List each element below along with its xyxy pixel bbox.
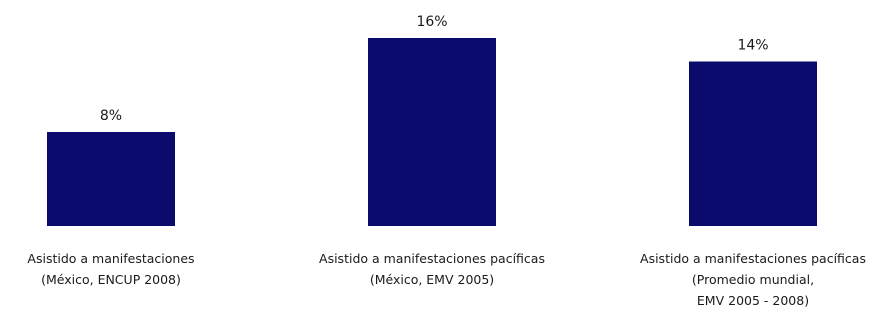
category-label-line: (Promedio mundial, [691,272,815,287]
category-label-line: (México, ENCUP 2008) [41,272,181,287]
bar-1 [47,132,175,226]
value-label-3: 14% [737,38,768,54]
value-label-1: 8% [100,108,122,124]
category-label-1: Asistido a manifestaciones (México, ENCUP… [0,248,256,290]
value-label-2: 16% [416,14,447,30]
category-label-3: Asistido a manifestaciones pacíficas (Pro… [608,248,893,311]
category-label-line: Asistido a manifestaciones pacíficas [319,251,545,266]
category-label-line: Asistido a manifestaciones pacíficas [640,251,866,266]
category-label-line: EMV 2005 - 2008) [696,293,810,308]
category-label-2: Asistido a manifestaciones pacíficas (Méx… [287,248,577,290]
category-label-line: Asistido a manifestaciones [27,251,195,266]
category-label-line: (México, EMV 2005) [369,272,495,287]
bar-2 [368,38,496,226]
bars-group [47,38,817,226]
value-labels-group: 8% 16% 14% [100,14,769,124]
bar-3 [689,61,817,226]
